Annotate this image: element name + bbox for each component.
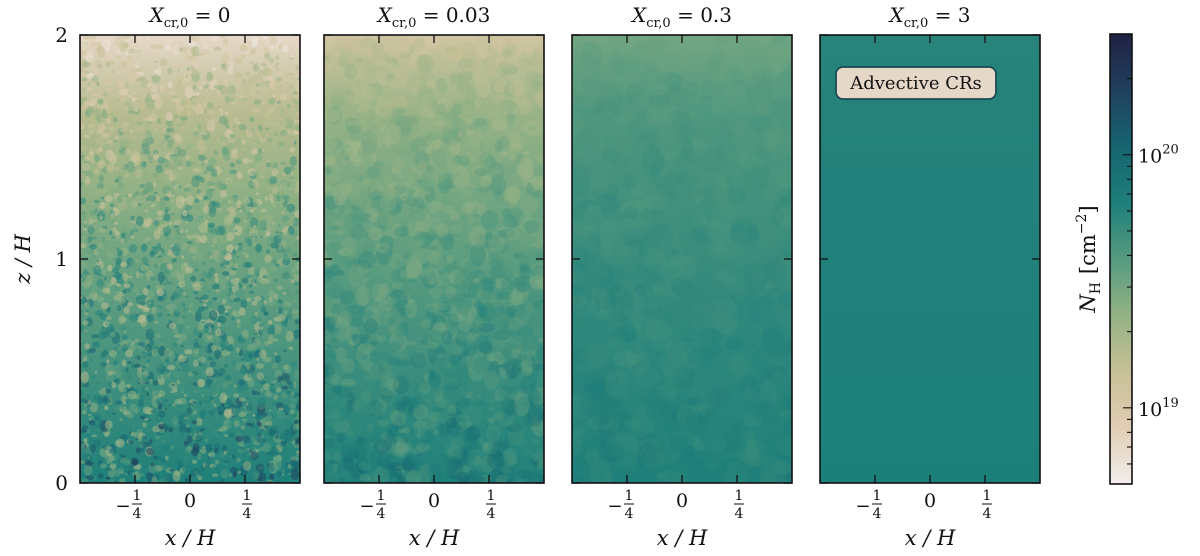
panel-background	[572, 35, 792, 483]
panel-background	[324, 35, 544, 483]
x-tick-label: 0	[676, 490, 688, 512]
svg-text:−: −	[855, 496, 870, 517]
density-texture	[324, 35, 544, 483]
x-tick-label: 0	[184, 490, 196, 512]
x-tick-label: 0	[428, 490, 440, 512]
panel-title: Xcr,0 = 0.3	[630, 3, 732, 31]
svg-text:1: 1	[377, 488, 386, 504]
x-tick-label-fraction: 14	[242, 488, 252, 522]
svg-text:4: 4	[133, 506, 142, 522]
panel-title: Xcr,0 = 0.03	[376, 3, 491, 31]
panel-title: Xcr,0 = 3	[888, 3, 971, 31]
x-axis-label: x / H	[657, 526, 708, 550]
x-tick-label-fraction: 14	[486, 488, 496, 522]
svg-text:4: 4	[243, 506, 252, 522]
panel-title: Xcr,0 = 0	[148, 3, 231, 31]
y-tick-label: 1	[55, 247, 68, 271]
svg-text:1: 1	[625, 488, 634, 504]
panel-background	[820, 35, 1040, 483]
x-tick-label-fraction: 14	[734, 488, 744, 522]
svg-text:1: 1	[735, 488, 744, 504]
x-tick-label-fraction: 1 4−	[607, 488, 634, 522]
x-axis-label: x / H	[165, 526, 216, 550]
y-axis-label: z / H	[11, 233, 35, 284]
annotation-text: Advective CRs	[849, 73, 982, 94]
svg-text:4: 4	[487, 506, 496, 522]
y-tick-label: 2	[55, 23, 68, 47]
svg-text:4: 4	[735, 506, 744, 522]
x-tick-label-fraction: 1 4−	[359, 488, 386, 522]
svg-text:−: −	[115, 496, 130, 517]
svg-text:4: 4	[983, 506, 992, 522]
y-tick-label: 0	[55, 471, 68, 495]
svg-text:1: 1	[133, 488, 142, 504]
svg-text:−: −	[607, 496, 622, 517]
colorbar-scale	[1109, 33, 1133, 485]
svg-text:4: 4	[625, 506, 634, 522]
x-tick-label-fraction: 14	[982, 488, 992, 522]
svg-text:4: 4	[873, 506, 882, 522]
svg-text:1: 1	[873, 488, 882, 504]
svg-text:1: 1	[487, 488, 496, 504]
x-axis-label: x / H	[409, 526, 460, 550]
svg-text:1: 1	[983, 488, 992, 504]
density-texture	[572, 35, 792, 483]
density-texture	[80, 35, 300, 483]
svg-text:−: −	[359, 496, 374, 517]
x-tick-label-fraction: 1 4−	[855, 488, 882, 522]
svg-text:1: 1	[243, 488, 252, 504]
colorbar-label: NH[cm−2]	[1074, 205, 1104, 313]
annotation-box: Advective CRs	[835, 66, 997, 100]
colorbar-tick-label: 1020	[1138, 143, 1179, 168]
svg-text:4: 4	[377, 506, 386, 522]
colorbar-tick-label: 1019	[1138, 396, 1179, 421]
x-axis-label: x / H	[905, 526, 956, 550]
x-tick-label-fraction: 1 4−	[115, 488, 142, 522]
x-tick-label: 0	[924, 490, 936, 512]
